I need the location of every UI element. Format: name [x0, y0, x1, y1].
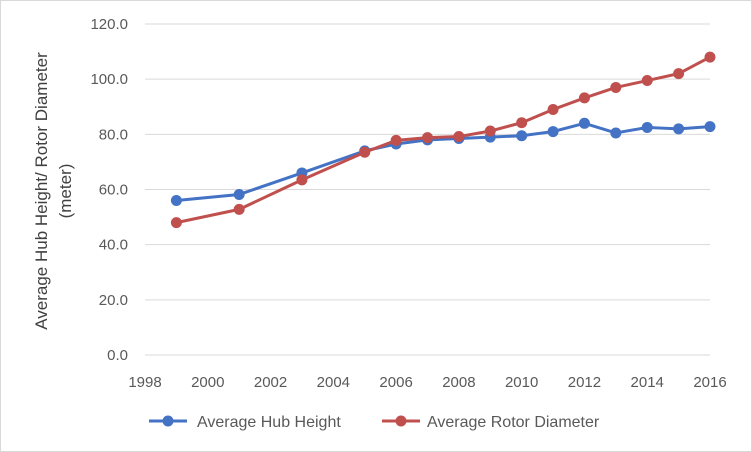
data-point: [422, 132, 433, 144]
y-tick-label: 120.0: [90, 16, 128, 33]
gridlines: [145, 23, 710, 356]
y-tick-label: 80.0: [99, 126, 128, 143]
series-average-hub-height: [170, 117, 716, 207]
data-point: [390, 134, 402, 146]
data-point: [547, 126, 559, 138]
data-point: [641, 75, 653, 87]
y-tick-label: 40.0: [99, 237, 128, 254]
x-axis-tick-labels: 1998 2000 2002 2004 2006 2008 2010 2012 2014 2016: [128, 374, 726, 391]
data-point: [516, 117, 528, 129]
y-axis-label-line: (meter): [56, 164, 75, 219]
legend-label: Average Rotor Diameter: [427, 414, 600, 431]
y-tick-label: 0.0: [107, 347, 128, 364]
data-point: [704, 51, 716, 63]
x-tick-label: 2002: [254, 374, 287, 391]
series-line: [176, 121, 711, 203]
x-tick-label: 2016: [693, 374, 726, 391]
y-tick-label: 20.0: [99, 292, 128, 309]
data-point: [578, 117, 590, 129]
data-point: [641, 121, 653, 133]
data-point: [610, 127, 622, 139]
legend-label: Average Hub Height: [197, 414, 341, 431]
y-axis-label-line: Average Hub Height/ Rotor Diameter: [32, 52, 51, 330]
x-tick-label: 2006: [379, 374, 412, 391]
data-point: [547, 104, 559, 116]
data-point: [233, 203, 245, 215]
data-point: [233, 188, 245, 200]
data-point: [170, 217, 182, 229]
y-tick-label: 100.0: [90, 71, 128, 88]
y-axis-tick-labels: 0.0 20.0 40.0 60.0 80.0 100.0 120.0: [90, 16, 128, 364]
data-point: [359, 146, 371, 158]
data-point: [484, 125, 496, 137]
x-tick-label: 2004: [317, 374, 350, 391]
data-point: [578, 92, 590, 104]
data-point: [673, 68, 685, 80]
y-axis-label: Average Hub Height/ Rotor Diameter (meter…: [32, 52, 75, 330]
legend-item: Average Hub Height: [149, 414, 341, 431]
legend: Average Hub Height Average Rotor Diameter: [149, 414, 600, 431]
series-layer: [170, 51, 716, 229]
legend-swatch-marker: [395, 415, 407, 427]
data-point: [610, 81, 622, 93]
data-point: [673, 123, 685, 135]
legend-swatch-marker: [162, 415, 174, 427]
data-point: [453, 131, 465, 143]
x-tick-label: 2010: [505, 374, 538, 391]
data-point: [296, 174, 308, 186]
x-tick-label: 2008: [442, 374, 475, 391]
x-tick-label: 2012: [568, 374, 601, 391]
y-tick-label: 60.0: [99, 182, 128, 199]
x-tick-label: 2000: [191, 374, 224, 391]
data-point: [170, 195, 182, 207]
data-point: [704, 121, 716, 133]
x-tick-label: 2014: [631, 374, 664, 391]
legend-item: Average Rotor Diameter: [382, 414, 600, 431]
data-point: [516, 130, 528, 142]
series-average-rotor-diameter: [170, 51, 716, 229]
x-tick-label: 1998: [128, 374, 161, 391]
